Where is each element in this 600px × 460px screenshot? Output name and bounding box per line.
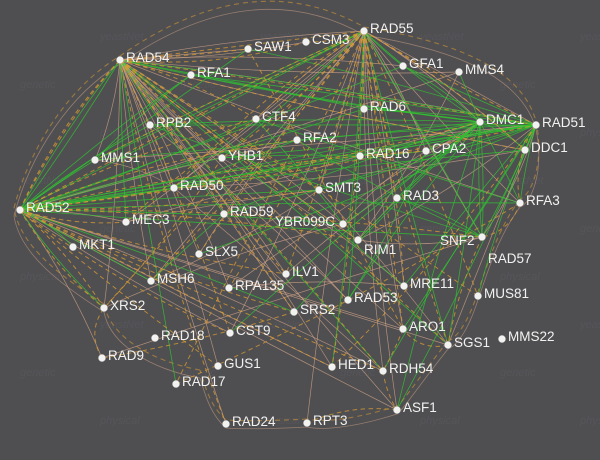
svg-text:physical: physical (19, 271, 60, 283)
svg-text:yeastNet: yeastNet (99, 31, 144, 43)
svg-text:genetic: genetic (420, 223, 456, 235)
svg-text:physical: physical (499, 271, 540, 283)
svg-text:yeastNet: yeastNet (419, 31, 464, 43)
svg-text:genetic: genetic (100, 223, 136, 235)
svg-text:genetic: genetic (340, 367, 376, 379)
svg-text:physical: physical (579, 127, 600, 139)
svg-text:genetic: genetic (20, 79, 56, 91)
svg-text:yeastNet: yeastNet (579, 319, 600, 331)
svg-text:yeastNet: yeastNet (579, 31, 600, 43)
svg-text:physical: physical (579, 415, 600, 427)
svg-text:physical: physical (419, 415, 460, 427)
svg-text:yeastNet: yeastNet (259, 319, 304, 331)
svg-text:yeastNet: yeastNet (99, 319, 144, 331)
svg-text:genetic: genetic (500, 367, 536, 379)
svg-text:genetic: genetic (580, 223, 600, 235)
svg-text:physical: physical (259, 415, 300, 427)
svg-text:physical: physical (99, 415, 140, 427)
svg-text:genetic: genetic (20, 367, 56, 379)
svg-text:yeastNet: yeastNet (499, 175, 544, 187)
